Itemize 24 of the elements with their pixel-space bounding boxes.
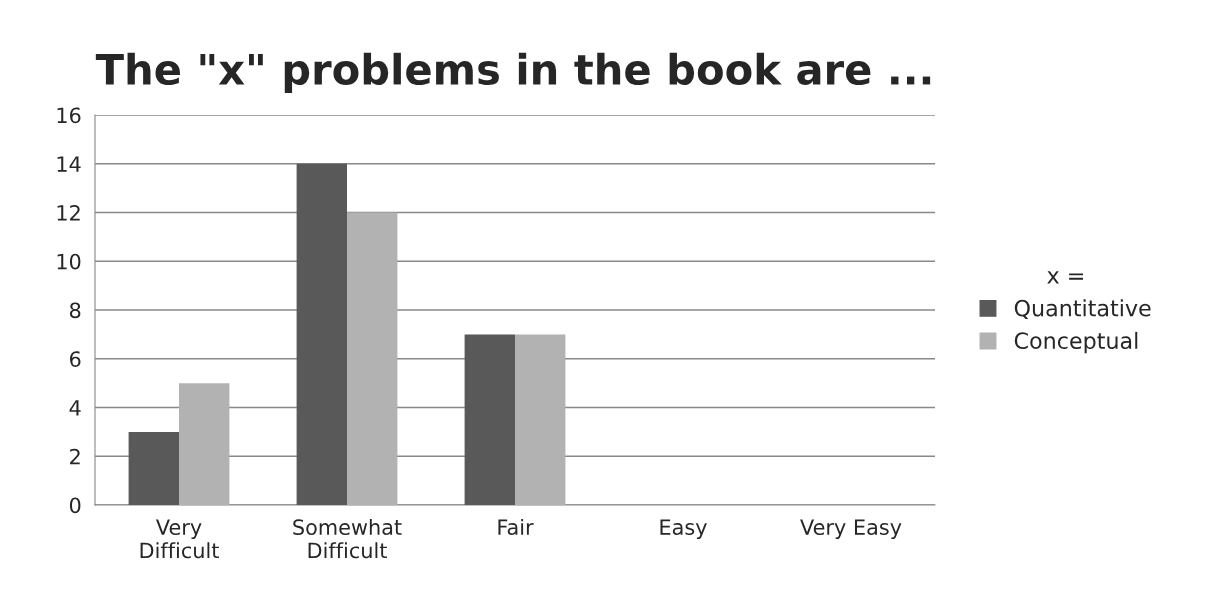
y-tick-label: 14: [57, 156, 81, 172]
x-tick-label: Fair: [498, 518, 534, 536]
x-tick-label: Somewhat Difficult: [293, 518, 402, 559]
bar: [347, 212, 398, 505]
bar: [128, 431, 179, 505]
y-tick-label: 6: [70, 351, 81, 367]
x-tick-label: Easy: [660, 519, 707, 540]
y-tick-label: 16: [57, 107, 81, 124]
bar: [179, 383, 230, 505]
y-tick-label: 10: [57, 253, 81, 270]
y-tick-label: 2: [70, 448, 80, 465]
x-tick-label: Very Easy: [800, 519, 902, 540]
y-tick-label: 12: [57, 204, 80, 221]
bar: [515, 334, 566, 505]
legend-label: Conceptual: [1014, 331, 1138, 354]
bar: [464, 334, 515, 505]
x-tick-label: Very Difficult: [140, 519, 219, 559]
chart-title: The "x" problems in the book are ...: [95, 52, 931, 94]
y-tick-label: 8: [69, 302, 81, 319]
bar: [296, 163, 347, 505]
y-tick-label: 4: [69, 400, 81, 416]
legend-label: Quantitative: [1014, 299, 1151, 319]
legend-title: x =: [1047, 271, 1084, 284]
y-tick-label: 0: [69, 497, 81, 514]
